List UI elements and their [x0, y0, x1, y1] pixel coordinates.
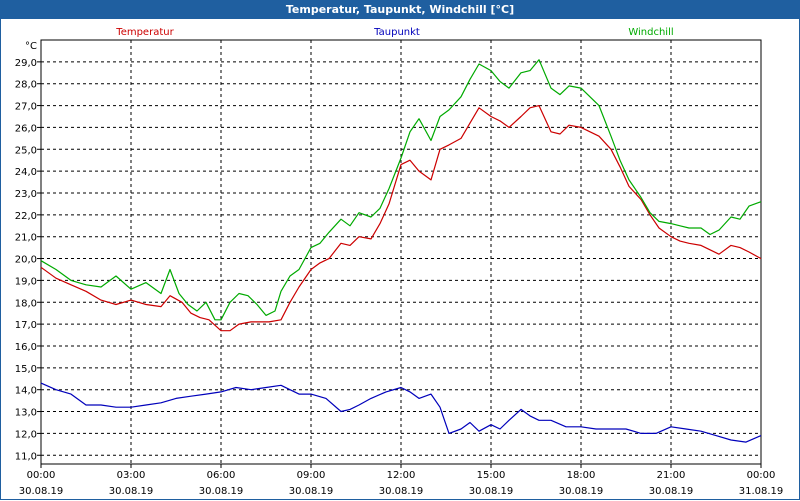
x-tick-time: 18:00 [567, 470, 596, 481]
y-tick-label: 19,0 [15, 276, 37, 287]
x-tick-time: 00:00 [27, 470, 56, 481]
x-tick-date: 30.08.19 [19, 486, 64, 497]
series-line-taupunkt [40, 382, 762, 443]
y-tick-label: 16,0 [15, 342, 37, 353]
x-tick-date: 30.08.19 [649, 486, 694, 497]
legend-temperatur: Temperatur [115, 27, 174, 38]
y-tick-label: 22,0 [15, 211, 37, 222]
legend-windchill: Windchill [628, 27, 673, 38]
window-title: Temperatur, Taupunkt, Windchill [°C] [1, 1, 799, 19]
grid [41, 40, 761, 464]
x-tick-date: 30.08.19 [109, 486, 154, 497]
x-tick-time: 06:00 [207, 470, 236, 481]
y-tick-label: 24,0 [15, 167, 37, 178]
x-tick-time: 03:00 [117, 470, 146, 481]
x-tick-date: 30.08.19 [199, 486, 244, 497]
x-tick-date: 30.08.19 [559, 486, 604, 497]
x-axis-ticks: 00:00 30.08.19 03:00 30.08.19 06:00 30.08.19 0… [19, 464, 784, 497]
y-tick-label: 29,0 [15, 58, 37, 69]
x-tick-date: 30.08.19 [289, 486, 334, 497]
y-tick-label: 26,0 [15, 123, 37, 134]
y-tick-label: 25,0 [15, 145, 37, 156]
x-tick-time: 21:00 [657, 470, 686, 481]
series-line-temperatur [40, 104, 762, 332]
y-tick-label: 13,0 [15, 408, 37, 419]
y-tick-label: 17,0 [15, 320, 37, 331]
y-axis-label: °C [25, 41, 37, 52]
x-tick-time: 12:00 [387, 470, 416, 481]
x-tick-time: 09:00 [297, 470, 326, 481]
x-tick-time: 00:00 [747, 470, 776, 481]
y-tick-label: 15,0 [15, 364, 37, 375]
legend: Temperatur Taupunkt Windchill [115, 27, 673, 38]
y-tick-label: 23,0 [15, 189, 37, 200]
x-tick-time: 15:00 [477, 470, 506, 481]
y-tick-label: 18,0 [15, 298, 37, 309]
y-tick-label: 11,0 [15, 451, 37, 462]
x-tick-date: 30.08.19 [379, 486, 424, 497]
y-tick-label: 27,0 [15, 102, 37, 113]
x-tick-date: 31.08.19 [739, 486, 784, 497]
x-tick-date: 30.08.19 [469, 486, 514, 497]
y-tick-label: 14,0 [15, 386, 37, 397]
series-line-windchill [40, 59, 762, 321]
legend-taupunkt: Taupunkt [373, 27, 420, 38]
y-tick-label: 28,0 [15, 80, 37, 91]
series [40, 59, 762, 443]
y-axis-ticks: 29,0 28,0 27,0 26,0 25,0 24,0 23,0 22,0 21,0 20,0… [15, 58, 41, 462]
y-tick-label: 12,0 [15, 429, 37, 440]
y-tick-label: 21,0 [15, 233, 37, 244]
y-tick-label: 20,0 [15, 255, 37, 266]
